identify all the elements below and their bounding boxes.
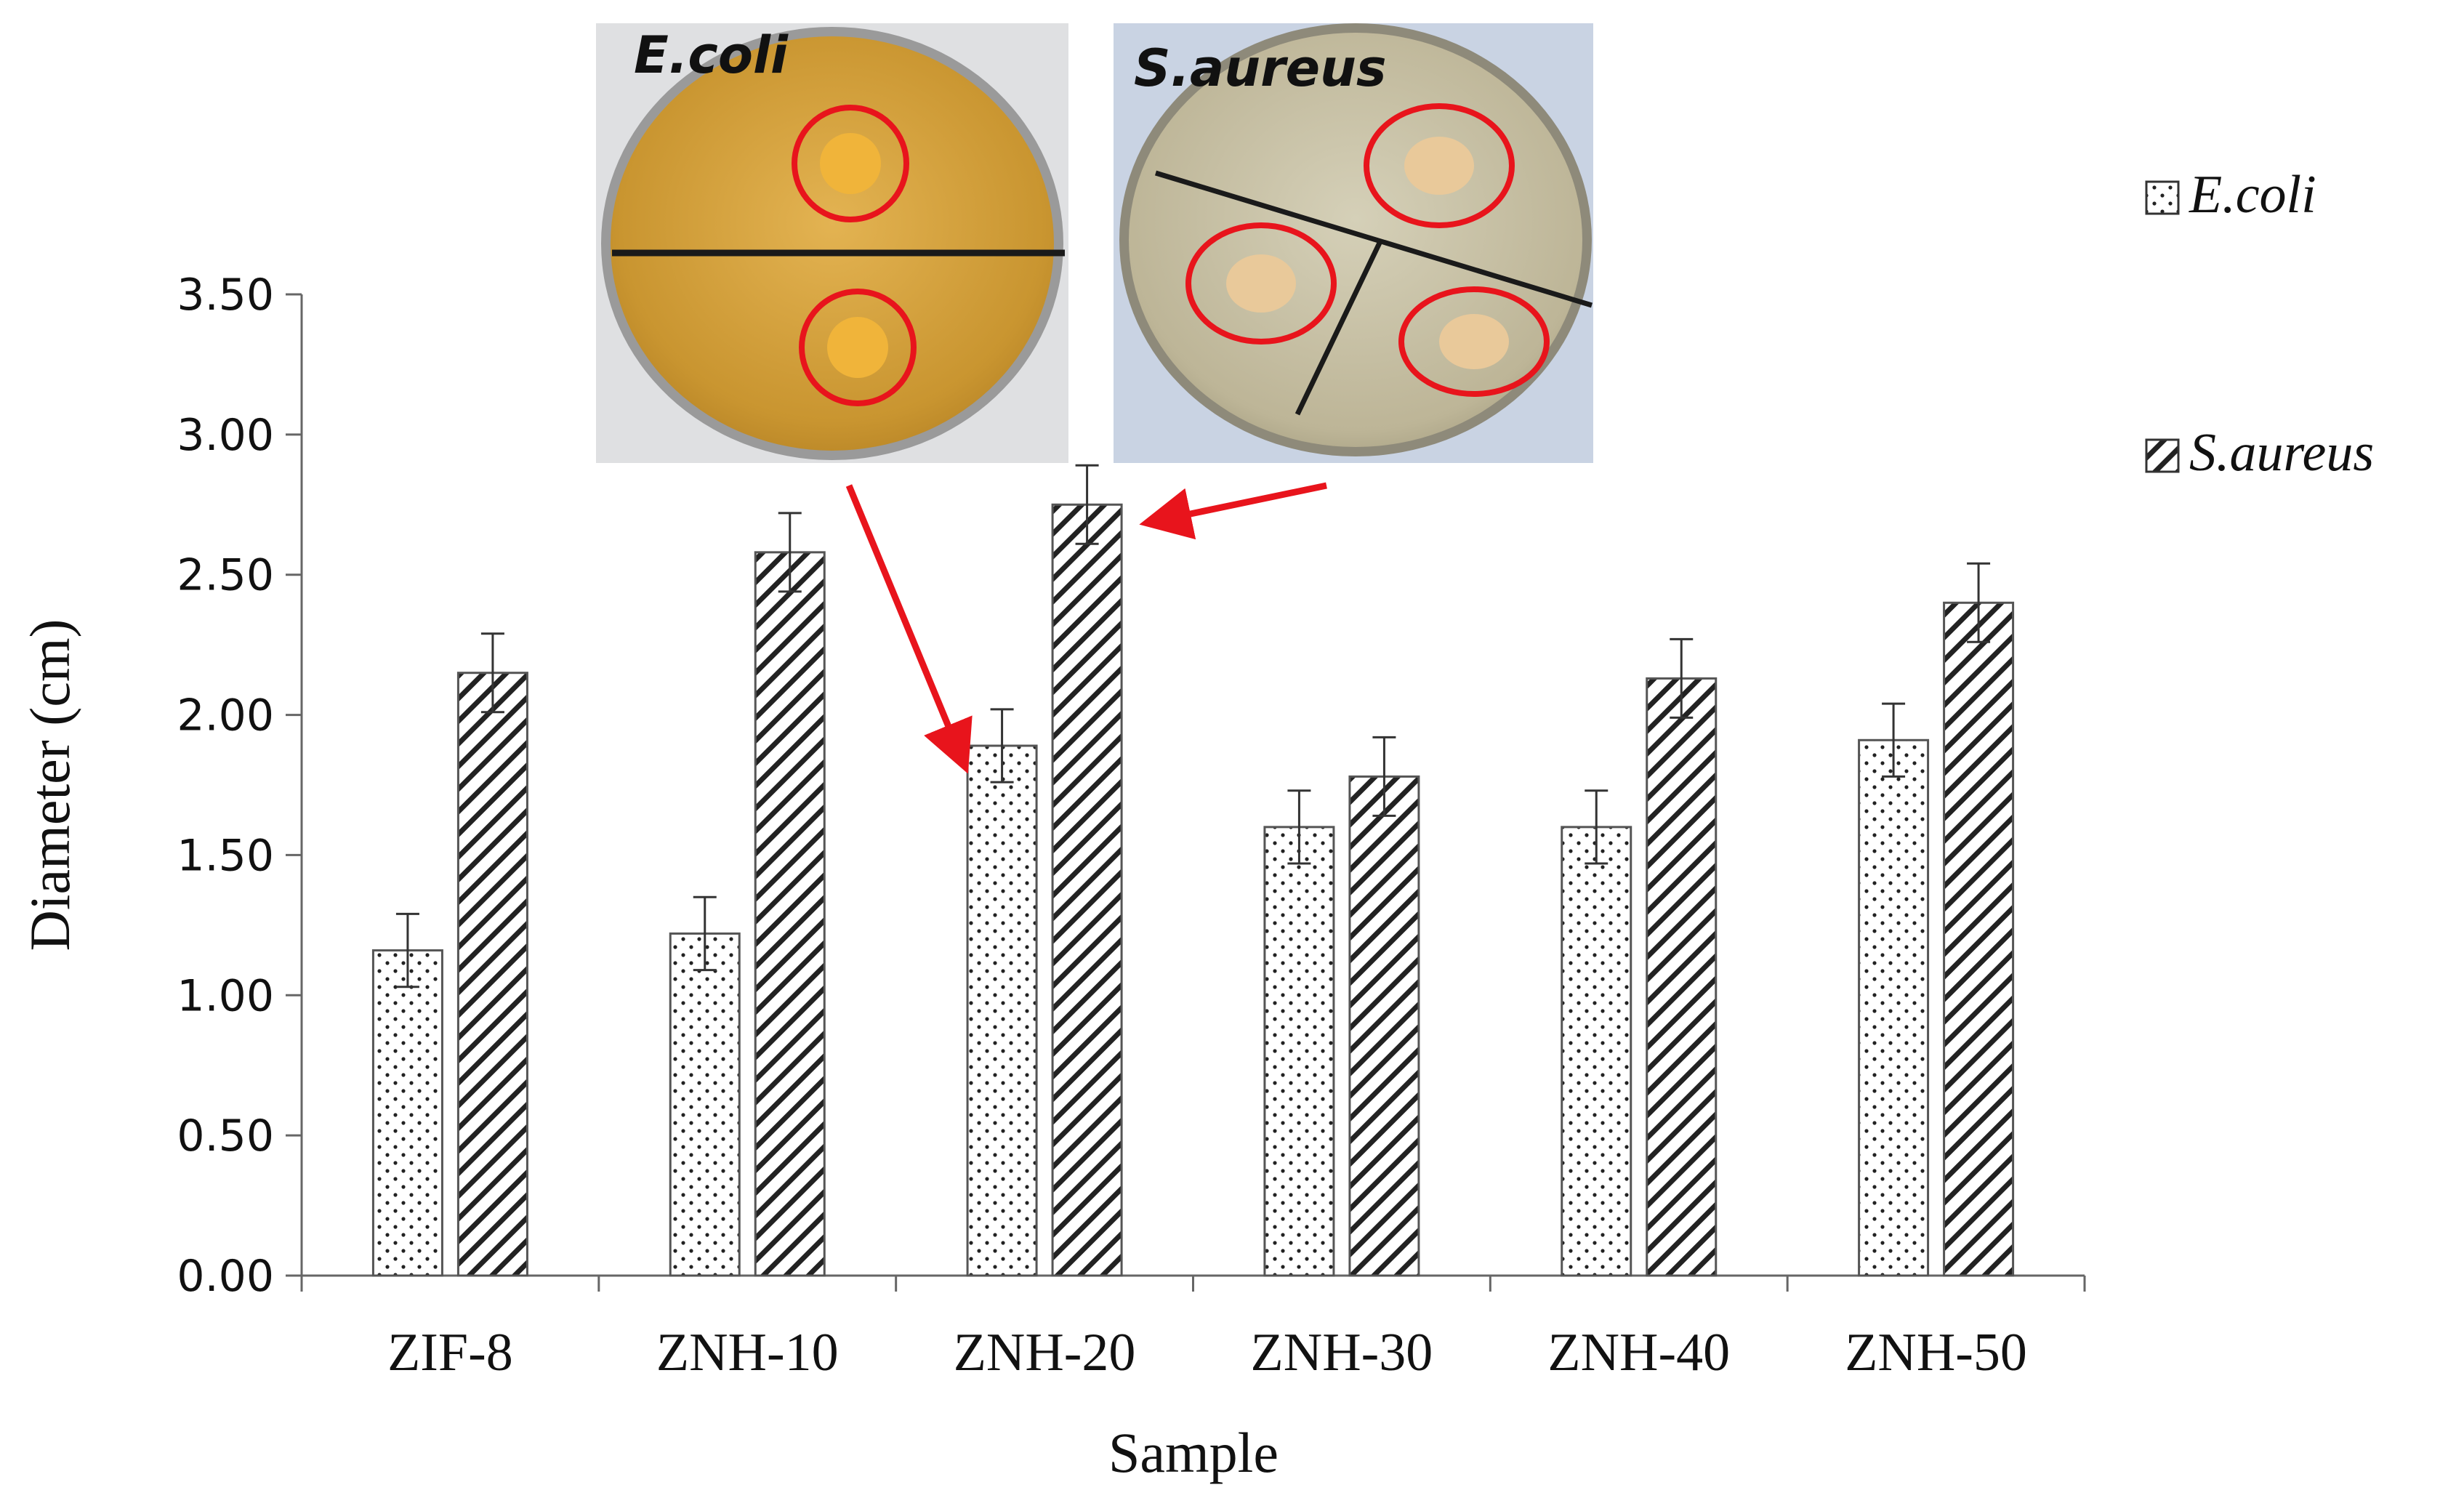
error-bars bbox=[395, 464, 1991, 988]
saureus-plate-photo: S.aureus bbox=[1114, 23, 1593, 463]
error-bar bbox=[1882, 702, 1906, 778]
y-tick-label: 2.50 bbox=[177, 550, 274, 601]
category-label: ZNH-40 bbox=[1547, 1323, 1730, 1382]
bar-ecoli-znh-40 bbox=[1561, 826, 1632, 1277]
bar-ecoli-zif-8 bbox=[371, 949, 443, 1277]
saureus-photo-label: S.aureus bbox=[1134, 39, 1387, 98]
error-bar bbox=[1585, 789, 1609, 865]
bar-saureus-znh-50 bbox=[1943, 601, 2015, 1277]
error-bar bbox=[778, 512, 802, 593]
bar-saureus-znh-40 bbox=[1646, 677, 1718, 1277]
legend-swatch-saureus bbox=[2145, 438, 2180, 473]
error-bar bbox=[1670, 637, 1694, 719]
y-tick-label: 3.00 bbox=[177, 410, 274, 461]
ecoli-photo-label: E.coli bbox=[634, 25, 789, 85]
error-bar bbox=[990, 708, 1014, 784]
y-axis-title: Diameter (cm) bbox=[18, 619, 81, 951]
y-tick-label: 2.00 bbox=[177, 690, 274, 741]
bar-saureus-znh-10 bbox=[754, 551, 826, 1277]
error-bar bbox=[1075, 464, 1099, 545]
arrow-saureus bbox=[1139, 482, 1327, 540]
bar-ecoli-znh-50 bbox=[1858, 738, 1930, 1277]
category-label: ZNH-10 bbox=[656, 1323, 839, 1382]
y-ticks: 0.00 0.50 1.00 1.50 2.00 2.50 3.00 3.50 bbox=[177, 270, 302, 1302]
y-tick-label: 3.50 bbox=[177, 270, 274, 321]
legend-label-saureus: S.aureus bbox=[2189, 423, 2374, 483]
bar-saureus-znh-30 bbox=[1348, 775, 1420, 1277]
y-tick-label: 1.50 bbox=[177, 830, 274, 881]
bar-ecoli-znh-30 bbox=[1263, 826, 1335, 1277]
x-ticks bbox=[300, 1276, 2086, 1292]
legend-label-ecoli: E.coli bbox=[2189, 165, 2316, 225]
error-bar bbox=[1967, 562, 1991, 643]
error-bar bbox=[480, 632, 504, 714]
legend: E.coli S.aureus bbox=[2145, 165, 2374, 483]
bar-saureus-znh-20 bbox=[1051, 503, 1123, 1277]
annotation-arrows bbox=[845, 482, 1327, 774]
error-bar bbox=[1372, 736, 1396, 817]
ecoli-plate-photo: E.coli bbox=[596, 23, 1068, 463]
error-bar bbox=[1287, 789, 1311, 865]
x-axis-title: Sample bbox=[1108, 1421, 1279, 1484]
arrow-ecoli bbox=[845, 484, 973, 774]
error-bar bbox=[693, 895, 717, 972]
bars bbox=[371, 503, 2015, 1277]
y-tick-label: 0.50 bbox=[177, 1111, 274, 1161]
category-labels: ZIF-8 ZNH-10 ZNH-20 ZNH-30 ZNH-40 ZNH-50 bbox=[387, 1323, 2027, 1382]
category-label: ZIF-8 bbox=[387, 1323, 513, 1382]
category-label: ZNH-30 bbox=[1251, 1323, 1433, 1382]
y-tick-label: 1.00 bbox=[177, 970, 274, 1021]
category-label: ZNH-20 bbox=[954, 1323, 1136, 1382]
y-tick-label: 0.00 bbox=[177, 1251, 274, 1302]
bar-ecoli-znh-10 bbox=[669, 932, 741, 1277]
error-bar bbox=[395, 912, 419, 988]
category-label: ZNH-50 bbox=[1845, 1323, 2027, 1382]
bar-saureus-zif-8 bbox=[456, 672, 528, 1277]
legend-swatch-ecoli bbox=[2145, 180, 2180, 215]
bar-ecoli-znh-20 bbox=[966, 744, 1038, 1277]
